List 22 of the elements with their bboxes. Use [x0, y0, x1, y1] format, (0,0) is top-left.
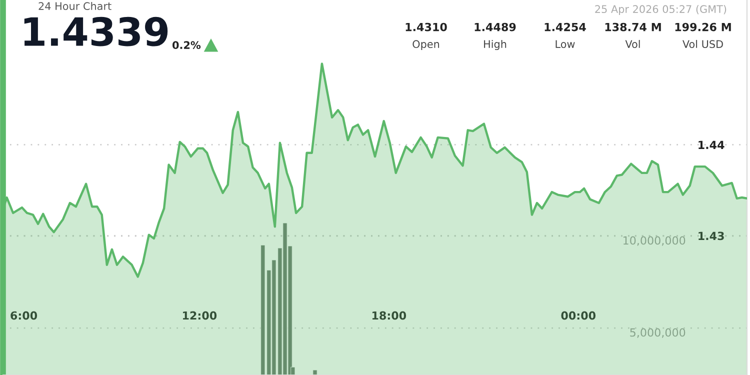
y-tick-label: 1.44 — [698, 140, 724, 149]
x-tick-label: 6:00 — [10, 311, 38, 320]
x-tick-label: 00:00 — [561, 311, 596, 320]
annotation: Vol — [625, 40, 640, 48]
annotation: 199.26 M — [675, 22, 731, 32]
annotation: 1.4310 — [406, 22, 447, 32]
y2-tick-label: 5,000,000 — [630, 328, 686, 338]
annotation: Open — [412, 40, 440, 50]
annotation: 138.74 M — [605, 22, 661, 32]
annotation: 0.2% — [172, 41, 201, 50]
chart-subtitle: 24 Hour Chart — [38, 2, 112, 10]
annotation: High — [484, 40, 506, 50]
x-tick-label: 18:00 — [372, 311, 406, 320]
annotation: 1.4254 — [544, 22, 586, 32]
annotation: Low — [556, 40, 575, 48]
annotation: Vol USD — [682, 40, 723, 48]
x-tick-label: 12:00 — [182, 311, 217, 320]
annotation: 1.4489 — [474, 22, 516, 32]
annotation: 25 Apr 2026 05:27 (GMT) — [595, 4, 726, 16]
chart-title: 1.4339 — [24, 16, 168, 46]
y-tick-label: 1.43 — [698, 232, 724, 240]
y2-tick-label: 10,000,000 — [623, 236, 686, 246]
